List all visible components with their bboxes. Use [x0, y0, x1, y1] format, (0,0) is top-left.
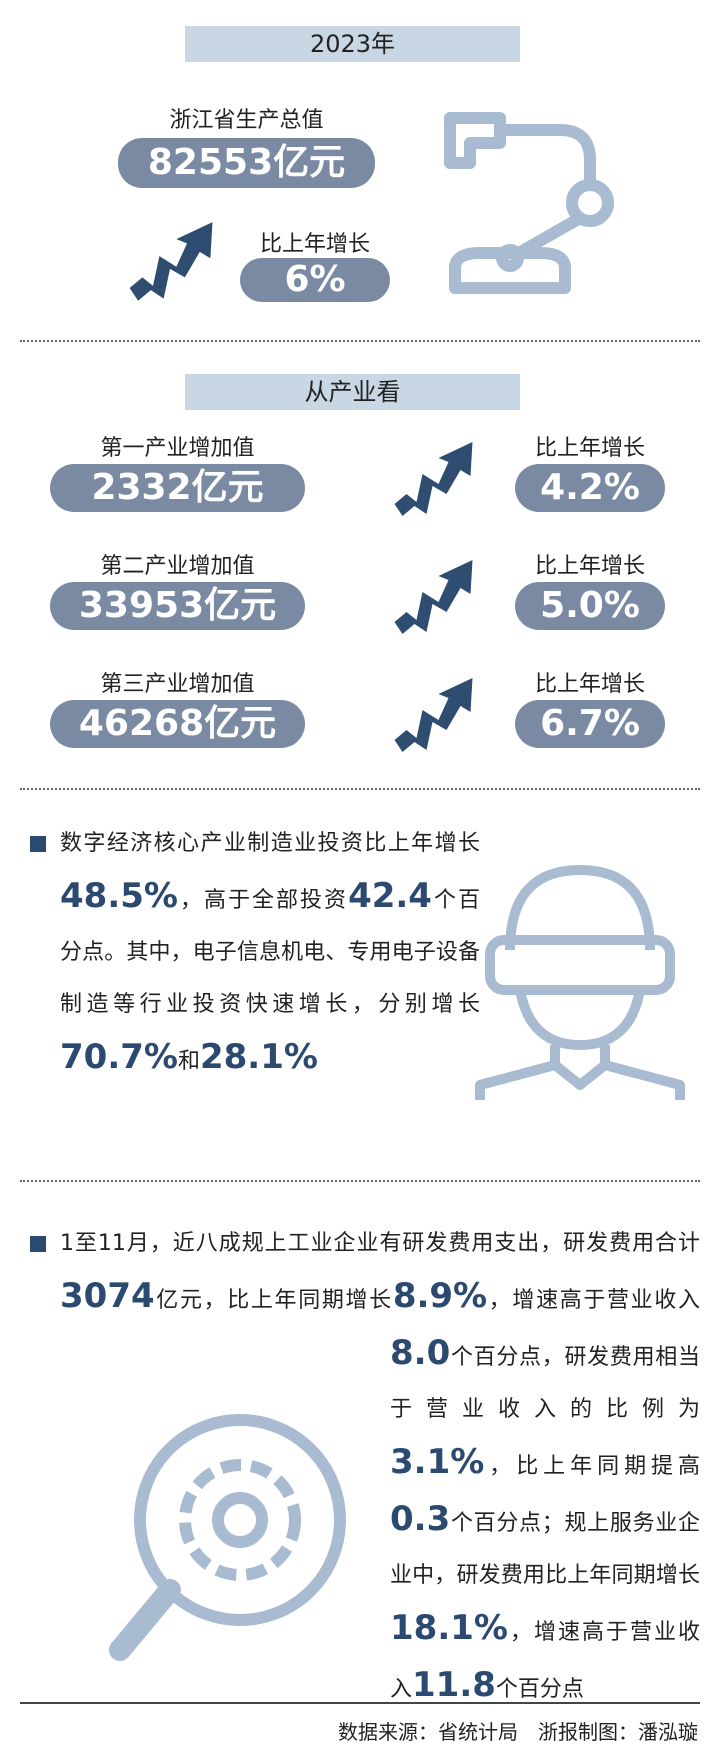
- industry-label: 第一产业增加值: [100, 436, 255, 461]
- text: ，高于全部投资: [177, 888, 349, 913]
- credit: 浙报制图：潘泓璇: [538, 1720, 698, 1744]
- text: 和: [177, 1049, 200, 1074]
- highlight-number: 0.3: [390, 1499, 451, 1539]
- growth-value: 4.2%: [515, 464, 665, 512]
- text: 个百分点；规上服务业企业中，研发费用比上年同期增长: [390, 1511, 700, 1588]
- highlight-number: 70.7%: [60, 1037, 178, 1077]
- highlight-number: 8.9%: [392, 1276, 488, 1316]
- text: 个百分点: [495, 1677, 584, 1702]
- text: ，增速高于营业收入: [390, 1620, 700, 1702]
- paragraph: 1至11月，近八成规上工业企业有研发费用支出，研发费用合计 3074亿元，比上年同…: [60, 1218, 700, 1724]
- divider: [20, 788, 700, 790]
- industry-value: 33953亿元: [50, 582, 305, 630]
- text: 个百分点。其中，电子信息机电、专用电子设备制造等行业投资快速增长，分别增长: [60, 888, 480, 1017]
- divider: [20, 340, 700, 342]
- up-arrow: [394, 678, 473, 752]
- growth-label: 比上年增长: [259, 232, 370, 257]
- footer: 数据来源：省统计局 浙报制图：潘泓璇: [338, 1716, 698, 1745]
- growth-label: 比上年增长: [534, 554, 645, 579]
- divider: [20, 1180, 700, 1182]
- magnifier-gear-icon: [109, 1414, 346, 1661]
- gdp-label: 浙江省生产总值: [169, 108, 324, 133]
- highlight-number: 28.1%: [199, 1037, 318, 1077]
- robot-arm-icon: [444, 112, 614, 294]
- highlight-number: 8.0: [390, 1333, 451, 1373]
- highlight-number: 18.1%: [390, 1608, 508, 1648]
- growth-label: 比上年增长: [534, 672, 645, 697]
- text: 亿元，比上年同期增长: [154, 1288, 393, 1313]
- up-arrow: [394, 442, 473, 516]
- paragraph: 数字经济核心产业制造业投资比上年增长 48.5%，高于全部投资42.4个百分点。其…: [60, 818, 480, 1088]
- text: ，增速高于营业收入: [487, 1288, 700, 1313]
- highlight-number: 3.1%: [390, 1442, 485, 1482]
- bullet: [30, 836, 46, 852]
- industry-value: 2332亿元: [50, 464, 305, 512]
- section-title: 从产业看: [185, 374, 520, 410]
- bullet: [30, 1236, 46, 1252]
- industry-label: 第三产业增加值: [100, 672, 255, 697]
- industry-label: 第二产业增加值: [100, 554, 255, 579]
- text: 1至11月，近八成规上工业企业有研发费用支出，研发费用合计: [60, 1231, 700, 1256]
- year-bar: 2023年: [185, 26, 520, 62]
- growth-label: 比上年增长: [534, 436, 645, 461]
- text: 数字经济核心产业制造业投资比上年增长: [60, 831, 480, 856]
- text: 个百分点，研发费用相当于营业收入的比例为: [390, 1345, 700, 1422]
- growth-value: 6.7%: [515, 700, 665, 748]
- highlight-number: 11.8: [412, 1665, 496, 1705]
- highlight-number: 42.4: [348, 876, 432, 916]
- text: ，比上年同期提高: [484, 1454, 700, 1479]
- source: 数据来源：省统计局: [338, 1720, 518, 1744]
- gdp-value: 82553亿元: [118, 138, 375, 188]
- growth-value: 6%: [240, 258, 390, 302]
- up-arrow: [129, 222, 213, 301]
- up-arrow: [394, 560, 473, 634]
- highlight-number: 48.5%: [60, 876, 178, 916]
- highlight-number: 3074: [60, 1276, 155, 1316]
- vr-person-icon: [475, 865, 685, 1100]
- industry-value: 46268亿元: [50, 700, 305, 748]
- footer-rule: [20, 1702, 700, 1704]
- growth-value: 5.0%: [515, 582, 665, 630]
